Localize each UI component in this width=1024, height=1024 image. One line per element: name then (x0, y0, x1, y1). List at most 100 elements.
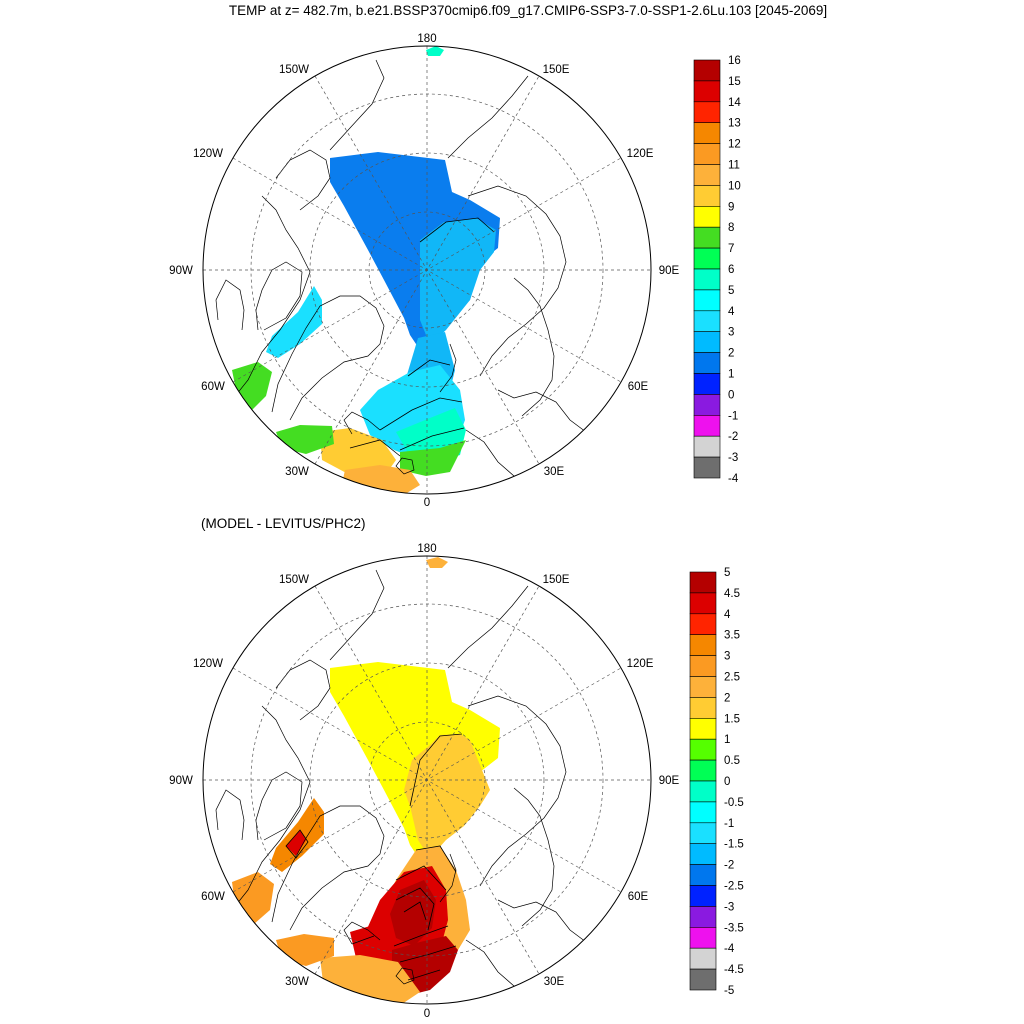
bottom-graticule (203, 556, 651, 1004)
colorbar-tick-label: 9 (728, 201, 734, 213)
colorbar-swatch (689, 947, 717, 970)
top-lon-label: 180 (417, 33, 436, 45)
colorbar-tick-label: -4 (728, 473, 739, 485)
colorbar-tick-label: -4.5 (724, 964, 744, 976)
top-field-pacific-inflow (426, 46, 444, 56)
bottom-contour-lines (285, 733, 463, 981)
colorbar-tick-label: -1.5 (724, 839, 744, 851)
top-map: 180 150E 120E 90E 60E 30E 0 30W 60W 90W … (169, 33, 679, 509)
colorbar-swatch (689, 968, 717, 991)
bottom-lon-label: 150E (543, 574, 570, 586)
colorbar-tick-label: -3.5 (724, 922, 744, 934)
top-lon-label: 120E (627, 148, 654, 160)
colorbar-swatch (693, 247, 721, 270)
colorbar-swatch (689, 571, 717, 594)
bottom-anomaly-field (232, 557, 500, 1004)
top-lon-label: 150E (543, 64, 570, 76)
top-lon-label: 30E (544, 466, 565, 478)
colorbar-swatch (693, 268, 721, 291)
colorbar-tick-label: -5 (724, 985, 734, 997)
bottom-lon-label: 180 (417, 543, 436, 555)
top-field-denmark-strait (276, 425, 334, 454)
top-coastlines (215, 59, 587, 483)
colorbar-tick-label: 4.5 (724, 588, 740, 600)
top-lon-label: 120W (193, 148, 223, 160)
colorbar-tick-label: 12 (728, 139, 741, 151)
difference-subtitle: (MODEL - LEVITUS/PHC2) (201, 516, 366, 531)
top-lon-label: 90E (659, 265, 680, 277)
colorbar-tick-label: -1 (728, 410, 738, 422)
colorbar-swatch (689, 780, 717, 803)
bottom-longitude-labels: 180 150E 120E 90E 60E 30E 0 30W 60W 90W … (169, 543, 679, 1020)
colorbar-swatch (693, 59, 721, 82)
colorbar-swatch (693, 352, 721, 374)
top-field-iceland-shelf (320, 428, 396, 475)
colorbar-tick-label: 6 (728, 264, 734, 276)
colorbar-swatch (693, 122, 721, 144)
colorbar-tick-label: 3.5 (724, 630, 740, 642)
colorbar-tick-label: 1 (728, 369, 734, 381)
colorbar-swatch (689, 592, 717, 615)
bottom-lon-label: 60W (201, 891, 225, 903)
colorbar-swatch (693, 414, 721, 437)
top-field-baffin-bay (266, 286, 322, 358)
top-lon-label: 30W (285, 466, 309, 478)
colorbar-swatch (689, 613, 717, 635)
colorbar-tick-label: 0 (728, 389, 734, 401)
colorbar-swatch (689, 676, 717, 698)
colorbar-swatch (689, 926, 717, 949)
colorbar-swatch (689, 738, 717, 761)
top-lon-label: 90W (169, 265, 193, 277)
colorbar-swatch (693, 226, 721, 249)
colorbar-swatch (693, 289, 721, 312)
colorbar-swatch (693, 310, 721, 332)
top-longitude-labels: 180 150E 120E 90E 60E 30E 0 30W 60W 90W … (169, 33, 679, 509)
colorbar-tick-label: 7 (728, 243, 734, 255)
top-map-boundary (202, 45, 652, 495)
top-field-norwegian-shelf (400, 440, 466, 476)
colorbar-tick-label: -3 (728, 452, 738, 464)
bottom-lon-label: 60E (628, 891, 649, 903)
colorbar-tick-label: -1 (724, 818, 734, 830)
colorbar-tick-label: 16 (728, 55, 741, 67)
colorbar-tick-label: 13 (728, 118, 741, 130)
colorbar-swatch (693, 456, 721, 479)
colorbar-swatch (693, 143, 721, 165)
colorbar-tick-label: 5 (724, 567, 730, 579)
colorbar-swatch (689, 655, 717, 677)
bottom-lon-label: 30W (285, 976, 309, 988)
colorbar-tick-label: 4 (728, 306, 735, 318)
bottom-lon-label: 120E (627, 658, 654, 670)
colorbar-swatch (693, 331, 721, 353)
colorbar-swatch (689, 697, 717, 719)
colorbar-tick-label: 1.5 (724, 713, 740, 725)
bottom-lon-label: 0 (424, 1008, 430, 1020)
top-temperature-field (232, 46, 500, 494)
colorbar-swatch (689, 864, 717, 886)
colorbar-tick-label: 0.5 (724, 755, 740, 767)
colorbar-swatch (693, 185, 721, 207)
colorbar-swatch (693, 373, 721, 395)
colorbar-swatch (693, 101, 721, 124)
bottom-lon-label: 90W (169, 775, 193, 787)
colorbar-swatch (693, 435, 721, 458)
colorbar-swatch (693, 80, 721, 103)
colorbar-tick-label: -0.5 (724, 797, 744, 809)
top-lon-label: 60E (628, 381, 649, 393)
bottom-field-eurasian-basin (404, 734, 490, 858)
colorbar-tick-label: -2 (724, 860, 734, 872)
colorbar-swatch (689, 906, 717, 928)
colorbar-swatch (693, 164, 721, 186)
colorbar-swatch (689, 634, 717, 656)
bottom-map: 180 150E 120E 90E 60E 30E 0 30W 60W 90W … (169, 543, 679, 1020)
colorbar-tick-label: 5 (728, 285, 734, 297)
colorbar-tick-label: 14 (728, 97, 741, 109)
colorbar-swatch (689, 885, 717, 907)
colorbar-tick-label: -3 (724, 901, 734, 913)
top-contour-lines (349, 217, 495, 457)
colorbar-swatch (689, 801, 717, 824)
colorbar-tick-label: 15 (728, 76, 741, 88)
colorbar-tick-label: 2 (728, 348, 734, 360)
